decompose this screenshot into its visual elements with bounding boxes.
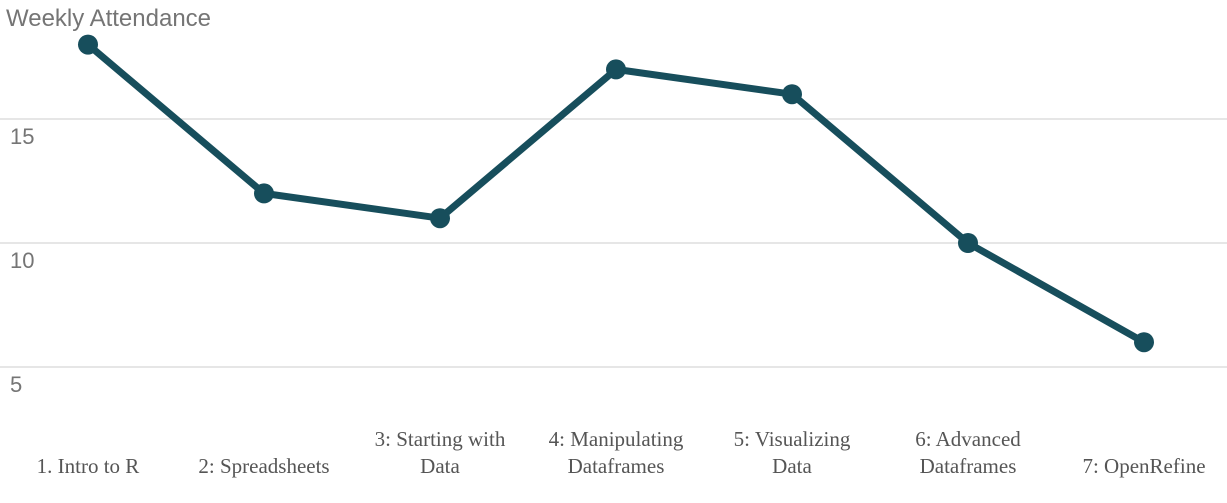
x-tick-label-line: 2: Spreadsheets bbox=[198, 454, 329, 478]
series-line-layer bbox=[84, 41, 1148, 346]
x-tick-label-4: 4: Manipulating Dataframes bbox=[549, 427, 684, 478]
x-tick-label-line: 5: Visualizing bbox=[734, 427, 851, 451]
x-tick-label-line: 6: Advanced bbox=[915, 427, 1021, 451]
data-point-2 bbox=[254, 183, 274, 204]
x-tick-label-line: 4: Manipulating bbox=[549, 427, 684, 451]
x-tick-label-6: 6: Advanced Dataframes bbox=[915, 427, 1021, 478]
x-tick-label-line: Dataframes bbox=[920, 454, 1017, 478]
x-tick-label-line: 1. Intro to R bbox=[37, 454, 140, 478]
y-tick-label-5: 5 bbox=[10, 372, 22, 397]
data-point-4 bbox=[606, 59, 626, 80]
data-point-3 bbox=[430, 208, 450, 229]
gridlines bbox=[0, 118, 1227, 368]
chart-title: Weekly Attendance bbox=[6, 5, 211, 32]
series-line bbox=[84, 41, 1148, 346]
x-tick-label-line: Data bbox=[772, 454, 812, 478]
x-tick-label-3: 3: Starting with Data bbox=[375, 427, 506, 478]
x-tick-label-2: 2: Spreadsheets bbox=[198, 454, 329, 478]
x-tick-label-line: 7: OpenRefine bbox=[1082, 454, 1205, 478]
x-axis-category-labels: 1. Intro to R 2: Spreadsheets 3: Starting … bbox=[37, 427, 1206, 478]
x-tick-label-1: 1. Intro to R bbox=[37, 454, 140, 478]
x-tick-label-5: 5: Visualizing Data bbox=[734, 427, 851, 478]
data-points bbox=[78, 34, 1154, 353]
data-point-1 bbox=[78, 34, 98, 55]
x-tick-label-line: 3: Starting with bbox=[375, 427, 506, 451]
data-point-5 bbox=[782, 84, 802, 105]
x-tick-label-line: Data bbox=[420, 454, 460, 478]
y-tick-label-15: 15 bbox=[10, 124, 34, 149]
data-point-7 bbox=[1134, 332, 1154, 353]
y-tick-label-10: 10 bbox=[10, 248, 34, 273]
x-tick-label-7: 7: OpenRefine bbox=[1082, 454, 1205, 478]
x-tick-label-line: Dataframes bbox=[568, 454, 665, 478]
data-point-6 bbox=[958, 233, 978, 253]
y-axis-tick-labels: 5 10 15 bbox=[10, 124, 34, 397]
